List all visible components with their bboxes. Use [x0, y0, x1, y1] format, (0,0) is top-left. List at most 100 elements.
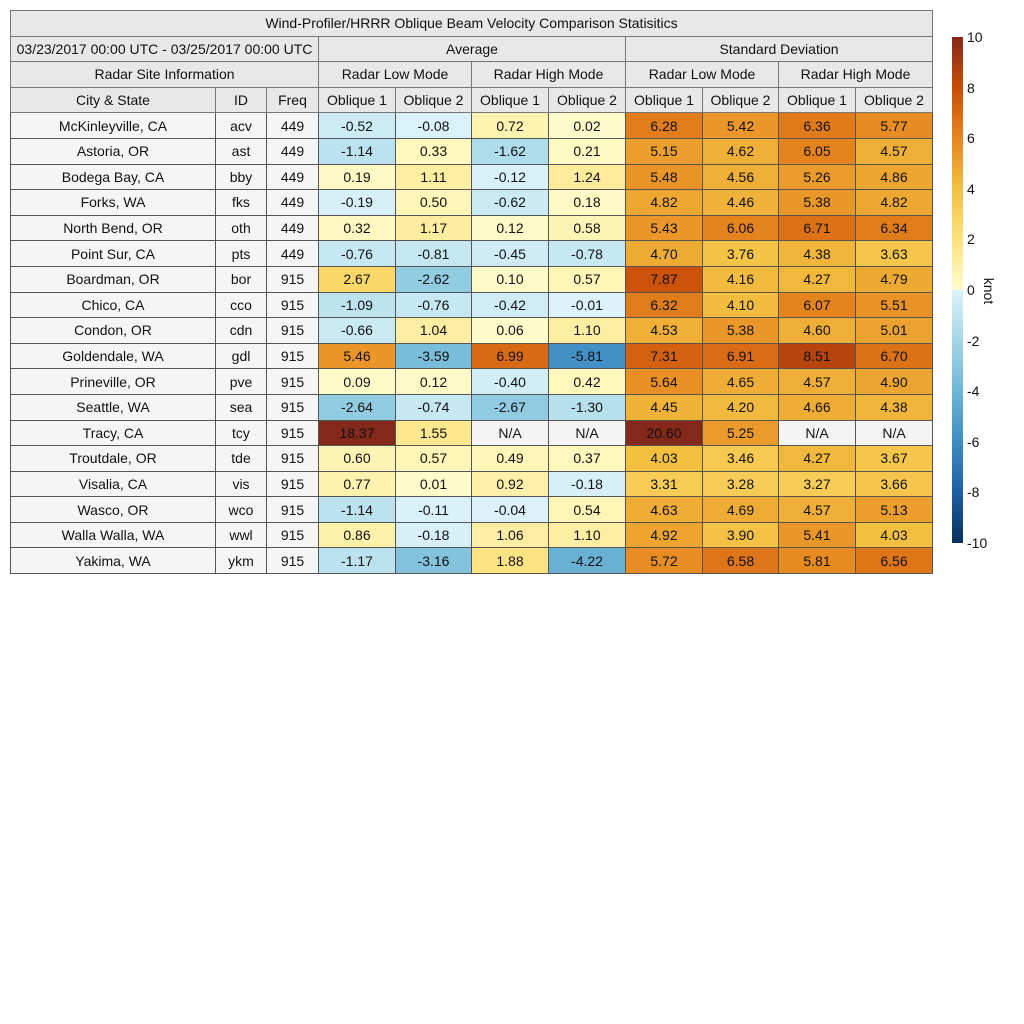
value-cell: 0.18	[548, 189, 626, 216]
table-title: Wind-Profiler/HRRR Oblique Beam Velocity…	[10, 10, 933, 37]
value-cell: -0.42	[471, 291, 549, 319]
value-cell: -0.52	[318, 112, 396, 139]
table-row: Yakima, WA ykm 915 -1.17 -3.16 1.88 -4.22 5.72 6…	[10, 547, 933, 575]
column-header: Oblique 2	[855, 86, 933, 114]
value-cell: 6.71	[778, 214, 856, 242]
table-row: Chico, CA cco 915 -1.09 -0.76 -0.42 -0.01 6.32 4…	[10, 291, 933, 319]
colorbar-tick: -6	[967, 433, 980, 450]
table-row: Walla Walla, WA wwl 915 0.86 -0.18 1.06 1.10 4.…	[10, 521, 933, 549]
site-city: Seattle, WA	[10, 393, 216, 421]
value-cell: N/A	[548, 419, 626, 447]
value-cell: 4.90	[855, 368, 933, 395]
value-cell: 4.20	[702, 393, 779, 421]
value-cell: 1.11	[395, 163, 472, 191]
value-cell: 4.65	[702, 368, 779, 395]
value-cell: N/A	[855, 419, 933, 447]
value-cell: -3.59	[395, 342, 472, 370]
site-freq: 915	[266, 317, 319, 344]
value-cell: 0.37	[548, 445, 626, 472]
value-cell: 0.19	[318, 163, 396, 191]
value-cell: -0.40	[471, 368, 549, 395]
site-city: McKinleyville, CA	[10, 112, 216, 139]
site-id: wco	[215, 496, 267, 523]
value-cell: 4.66	[778, 393, 856, 421]
value-cell: 4.03	[855, 521, 933, 549]
value-cell: -0.19	[318, 189, 396, 216]
value-cell: 3.67	[855, 445, 933, 472]
value-cell: 6.28	[625, 112, 703, 139]
site-city: North Bend, OR	[10, 214, 216, 242]
value-cell: 4.57	[778, 368, 856, 395]
site-freq: 915	[266, 547, 319, 575]
site-id: oth	[215, 214, 267, 242]
value-cell: 0.21	[548, 137, 626, 165]
value-cell: 4.27	[778, 265, 856, 293]
site-id: pve	[215, 368, 267, 395]
value-cell: 6.56	[855, 547, 933, 575]
site-freq: 915	[266, 342, 319, 370]
column-header: City & State	[10, 86, 216, 114]
mode-header: Radar High Mode	[471, 61, 626, 88]
value-cell: 1.88	[471, 547, 549, 575]
site-freq: 915	[266, 521, 319, 549]
value-cell: 4.38	[778, 240, 856, 267]
value-cell: 4.45	[625, 393, 703, 421]
site-city: Astoria, OR	[10, 137, 216, 165]
column-header: Oblique 2	[548, 86, 626, 114]
value-cell: 4.56	[702, 163, 779, 191]
site-id: tde	[215, 445, 267, 472]
value-cell: 4.92	[625, 521, 703, 549]
value-cell: 4.70	[625, 240, 703, 267]
value-cell: 7.87	[625, 265, 703, 293]
value-cell: 1.17	[395, 214, 472, 242]
site-id: ykm	[215, 547, 267, 575]
value-cell: 4.57	[855, 137, 933, 165]
value-cell: 5.43	[625, 214, 703, 242]
colorbar-tick: 8	[967, 79, 975, 96]
value-cell: 6.91	[702, 342, 779, 370]
site-freq: 449	[266, 163, 319, 191]
value-cell: 6.34	[855, 214, 933, 242]
table-row: North Bend, OR oth 449 0.32 1.17 0.12 0.58 5.43…	[10, 214, 933, 242]
colorbar-tick: -2	[967, 332, 980, 349]
value-cell: N/A	[471, 419, 549, 447]
value-cell: -0.76	[318, 240, 396, 267]
site-city: Prineville, OR	[10, 368, 216, 395]
mode-header: Radar Low Mode	[625, 61, 779, 88]
value-cell: 1.10	[548, 317, 626, 344]
value-cell: -5.81	[548, 342, 626, 370]
value-cell: 0.57	[548, 265, 626, 293]
value-cell: 4.63	[625, 496, 703, 523]
colorbar-tick: 2	[967, 231, 975, 248]
value-cell: -0.08	[395, 112, 472, 139]
table-row: Seattle, WA sea 915 -2.64 -0.74 -2.67 -1.30 4.4…	[10, 393, 933, 421]
value-cell: 6.36	[778, 112, 856, 139]
value-cell: -0.74	[395, 393, 472, 421]
site-id: sea	[215, 393, 267, 421]
site-freq: 915	[266, 419, 319, 447]
value-cell: 0.58	[548, 214, 626, 242]
value-cell: 5.15	[625, 137, 703, 165]
column-header: Oblique 2	[702, 86, 779, 114]
value-cell: 3.27	[778, 470, 856, 498]
colorbar-tick: -4	[967, 383, 980, 400]
value-cell: 4.38	[855, 393, 933, 421]
value-cell: 3.46	[702, 445, 779, 472]
site-freq: 915	[266, 470, 319, 498]
value-cell: 0.77	[318, 470, 396, 498]
site-id: vis	[215, 470, 267, 498]
value-cell: 5.38	[778, 189, 856, 216]
value-cell: 4.03	[625, 445, 703, 472]
value-cell: -0.18	[548, 470, 626, 498]
value-cell: 0.12	[471, 214, 549, 242]
value-cell: -0.76	[395, 291, 472, 319]
colorbar	[952, 37, 963, 543]
value-cell: -0.78	[548, 240, 626, 267]
value-cell: 5.01	[855, 317, 933, 344]
value-cell: 0.33	[395, 137, 472, 165]
colorbar-tick: 4	[967, 180, 975, 197]
value-cell: 6.06	[702, 214, 779, 242]
table-row: Visalia, CA vis 915 0.77 0.01 0.92 -0.18 3.31 3.…	[10, 470, 933, 498]
site-city: Point Sur, CA	[10, 240, 216, 267]
value-cell: -0.01	[548, 291, 626, 319]
